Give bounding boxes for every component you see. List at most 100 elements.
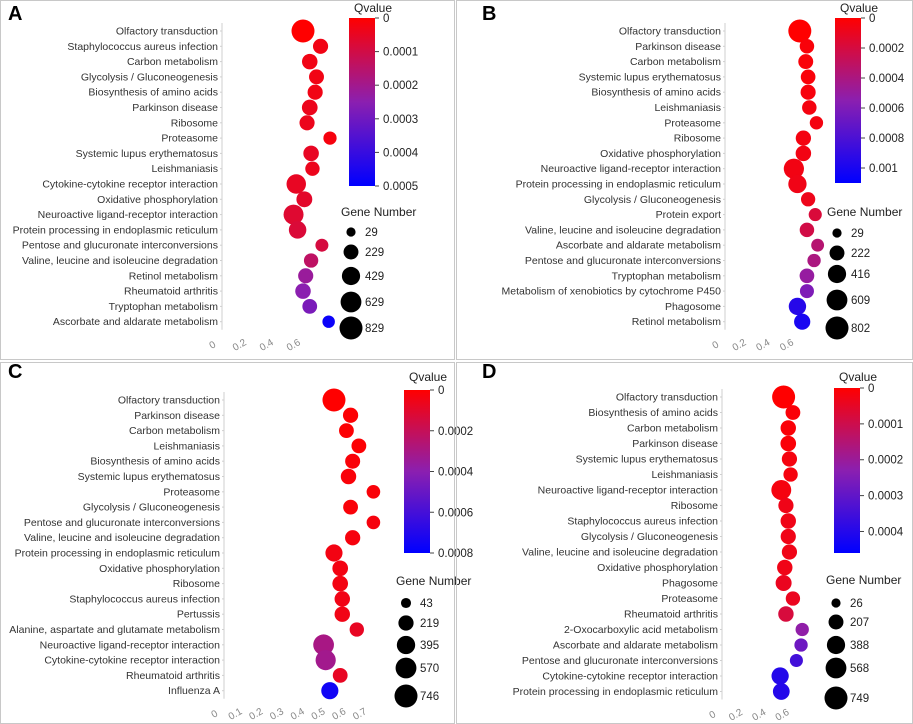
panel-c: C Olfactory transduction Parkinson disease…	[0, 361, 474, 724]
category-label: Glycolysis / Gluconeogenesis	[581, 531, 718, 543]
gene-number-legend-title: Gene Number	[826, 573, 901, 587]
colorbar-tick-label: 0.0002	[868, 455, 903, 467]
category-label: Biosynthesis of amino acids	[588, 407, 718, 419]
x-tick-label: 0.3	[268, 706, 286, 723]
colorbar-tick-label: 0.0004	[438, 467, 474, 479]
size-legend-circle	[398, 615, 414, 631]
x-tick-label: 0.6	[774, 707, 792, 724]
category-label: Pertussis	[177, 609, 220, 621]
data-point	[781, 451, 798, 467]
data-point	[777, 559, 793, 576]
category-label: Metabolism of xenobiotics by cytochrome …	[502, 286, 722, 298]
x-tick-label: 0.7	[351, 706, 369, 723]
data-point	[305, 161, 320, 176]
data-point	[323, 131, 337, 145]
category-label: Protein processing in endoplasmic reticu…	[516, 179, 722, 191]
category-label: Ribosome	[674, 133, 721, 145]
data-point	[772, 683, 790, 700]
qvalue-legend-title: Qvalue	[840, 1, 878, 15]
category-label: Carbon metabolism	[630, 56, 721, 68]
colorbar-tick-label: 0.0001	[868, 419, 903, 431]
data-point	[366, 484, 381, 499]
category-label: Parkinson disease	[132, 102, 218, 114]
size-legend-circle	[829, 245, 845, 261]
category-label: Olfactory transduction	[616, 392, 718, 404]
data-point	[313, 634, 334, 656]
category-label: Parkinson disease	[635, 41, 721, 53]
data-point	[332, 575, 349, 592]
qvalue-colorbar	[834, 388, 860, 553]
colorbar-tick-label: 0.0008	[869, 133, 904, 145]
colorbar-tick-label: 0.0002	[438, 426, 473, 438]
data-point	[778, 497, 794, 514]
colorbar-tick-label: 0.0004	[868, 526, 904, 538]
category-label: Olfactory transduction	[619, 26, 721, 38]
size-legend-circle	[339, 316, 363, 340]
category-label: Systemic lupus erythematosus	[579, 71, 721, 83]
category-label: Rheumatoid arthritis	[624, 609, 718, 621]
data-point	[349, 622, 364, 637]
data-point	[780, 420, 796, 436]
category-label: Systemic lupus erythematosus	[78, 471, 220, 483]
size-legend-label: 609	[851, 295, 870, 307]
data-point	[795, 130, 812, 146]
category-label: Parkinson disease	[632, 438, 718, 450]
x-tick-label: 0	[210, 708, 221, 721]
panel-letter: D	[482, 361, 496, 383]
x-tick-label: 0.4	[750, 707, 768, 724]
data-point	[808, 208, 822, 222]
category-label: Staphylococcus aureus infection	[67, 41, 218, 53]
size-legend-label: 229	[365, 247, 384, 259]
category-label: Leishmaniasis	[151, 163, 218, 175]
category-label: Neuroactive ligand-receptor interaction	[538, 485, 719, 497]
category-label: Neuroactive ligand-receptor interaction	[40, 639, 221, 651]
data-point	[286, 174, 306, 194]
gene-number-legend-title: Gene Number	[341, 205, 416, 219]
data-point	[799, 222, 815, 238]
x-tick-label: 0.6	[285, 337, 303, 354]
category-label: Influenza A	[168, 685, 220, 697]
category-label: Proteasome	[163, 486, 220, 498]
data-point	[334, 606, 350, 622]
category-label: Rheumatoid arthritis	[124, 286, 218, 298]
category-label: Olfactory transduction	[116, 26, 218, 38]
size-legend-circle	[395, 657, 417, 679]
data-point	[775, 574, 792, 592]
data-point	[795, 145, 812, 162]
colorbar-tick-label: 0.0003	[383, 114, 418, 126]
data-point	[334, 591, 350, 607]
size-legend-label: 629	[365, 297, 384, 309]
data-point	[788, 297, 807, 316]
data-point	[800, 69, 816, 85]
category-label: Biosynthesis of amino acids	[591, 87, 721, 99]
panel-border	[0, 0, 455, 360]
category-label: Retinol metabolism	[129, 270, 219, 282]
size-legend-circle	[400, 597, 412, 609]
data-point	[343, 499, 358, 515]
category-label: Cytokine-cytokine receptor interaction	[542, 671, 718, 683]
size-legend-label: 802	[851, 323, 870, 335]
data-point	[303, 145, 319, 162]
category-label: Oxidative phosphorylation	[99, 563, 220, 575]
data-point	[811, 238, 825, 252]
size-legend-circle	[828, 614, 844, 630]
data-point	[339, 423, 354, 439]
category-label: Valine, leucine and isoleucine degradati…	[522, 547, 718, 559]
category-label: Olfactory transduction	[118, 395, 220, 407]
data-point	[800, 84, 816, 100]
category-label: Tryptophan metabolism	[109, 301, 219, 313]
colorbar-tick-label: 0.0002	[383, 80, 418, 92]
category-label: Leishmaniasis	[651, 469, 718, 481]
qvalue-legend-title: Qvalue	[354, 1, 392, 15]
data-point	[322, 388, 346, 412]
data-point	[301, 53, 318, 70]
data-point	[780, 435, 797, 452]
colorbar-tick-label: 0.0005	[383, 181, 418, 193]
data-point	[312, 38, 329, 54]
category-label: Systemic lupus erythematosus	[76, 148, 218, 160]
category-label: Ribosome	[671, 500, 718, 512]
category-label: Protein processing in endoplasmic reticu…	[15, 548, 221, 560]
category-label: Valine, leucine and isoleucine degradati…	[24, 532, 220, 544]
qvalue-colorbar	[835, 18, 861, 183]
category-label: 2-Oxocarboxylic acid metabolism	[564, 624, 718, 636]
